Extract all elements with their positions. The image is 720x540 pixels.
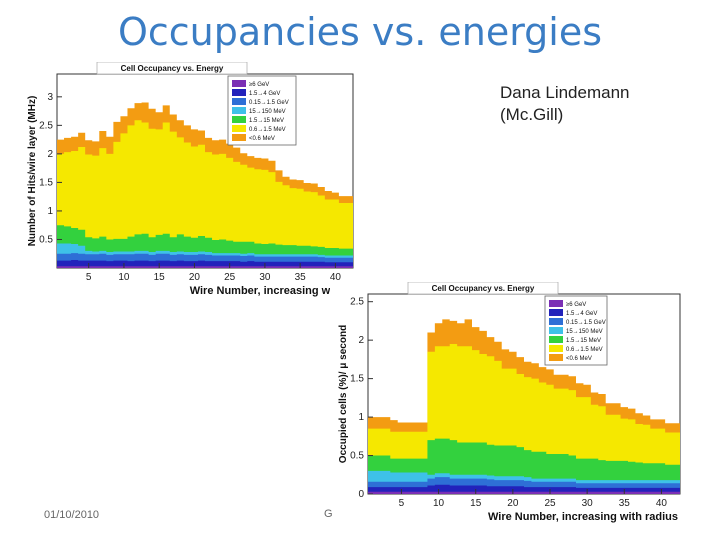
x-tick-label: 35 (295, 272, 307, 283)
y-tick-label: 2.5 (39, 120, 53, 131)
x-tick-label: 40 (330, 272, 342, 283)
legend-swatch (549, 309, 563, 316)
y-tick-label: 1.5 (350, 374, 364, 385)
series-area-1-5-4-gev (57, 260, 353, 268)
x-tick-label: 5 (399, 498, 405, 509)
legend-label: 1.5→4 GeV (249, 91, 280, 97)
legend-swatch (549, 345, 563, 352)
x-tick-label: 20 (507, 498, 519, 509)
legend-label: ≥6 GeV (566, 302, 586, 308)
occupancy-chart-percent: 5 10 15 20 25 30 35 40 0 0.5 1 1.5 2 2.5 Cell Occupanc… (330, 281, 690, 527)
occupancy-chart-percent-svg: 5 10 15 20 25 30 35 40 0 0.5 1 1.5 2 2.5 Cell Occupanc… (338, 281, 681, 523)
legend-label: 0.6→1.5 MeV (566, 347, 603, 353)
x-tick-label: 35 (619, 498, 631, 509)
x-tick-label: 30 (582, 498, 594, 509)
x-tick-label: 25 (224, 272, 236, 283)
series-area-0-6-1-5-mev (57, 120, 353, 268)
y-axis-label: Occupied cells (%)/ μ second (338, 325, 349, 463)
x-tick-label: 10 (118, 272, 130, 283)
legend-swatch (549, 354, 563, 361)
footer-text: G (324, 508, 333, 520)
legend-label: 1.5→15 MeV (249, 118, 284, 124)
x-axis-label: Wire Number, increasing with radius (488, 511, 678, 523)
y-axis-label: Number of Hits/wire layer (MHz) (27, 96, 38, 247)
x-tick-label: 15 (154, 272, 166, 283)
x-axis-label: Wire Number, increasing with r (190, 285, 352, 297)
series-area-6-gev (368, 491, 680, 494)
legend-swatch (232, 80, 246, 87)
legend-label: ≥6 GeV (249, 82, 269, 88)
chart-title-box (407, 281, 559, 295)
legend-label: 0.15→1.5 GeV (249, 100, 289, 106)
legend-swatch (549, 318, 563, 325)
y-tick-label: 0.5 (39, 234, 53, 245)
chart-title-box (96, 61, 248, 75)
chart-title: Cell Occupancy vs. Energy (432, 284, 535, 293)
legend-swatch (549, 327, 563, 334)
legend-swatch (232, 98, 246, 105)
legend-swatch (232, 107, 246, 114)
legend-swatch (232, 89, 246, 96)
slide-title: Occupancies vs. energies (117, 10, 603, 54)
x-tick-label: 30 (259, 272, 271, 283)
y-tick-label: 2 (358, 335, 364, 346)
legend-label: 1.5→4 GeV (566, 311, 597, 317)
legend-swatch (549, 336, 563, 343)
y-tick-label: 0.5 (350, 451, 364, 462)
legend-label: 1.5→15 MeV (566, 338, 601, 344)
x-tick-label: 20 (189, 272, 201, 283)
x-tick-label: 5 (86, 272, 92, 283)
occupancy-chart-mhz-svg: 5 10 15 20 25 30 35 40 0.5 1 1.5 2 2.5 3 Cell Occupanc… (27, 61, 354, 297)
legend-swatch (232, 125, 246, 132)
legend-label: 15→150 MeV (566, 329, 603, 335)
chart-title: Cell Occupancy vs. Energy (121, 64, 224, 73)
x-tick-label: 25 (544, 498, 556, 509)
x-tick-label: 10 (433, 498, 445, 509)
legend-swatch (232, 134, 246, 141)
y-tick-label: 2.5 (350, 297, 364, 308)
legend-label: 0.6→1.5 MeV (249, 127, 286, 133)
author-affiliation: (Mc.Gill) (500, 105, 564, 124)
legend-swatch (549, 300, 563, 307)
y-tick-label: 0 (358, 489, 364, 500)
occupancy-chart-mhz: 5 10 15 20 25 30 35 40 0.5 1 1.5 2 2.5 3 Cell Occupanc… (20, 61, 360, 302)
y-tick-label: 1 (47, 206, 53, 217)
y-tick-label: 3 (47, 92, 53, 103)
author-name: Dana Lindemann (500, 83, 630, 102)
y-tick-label: 2 (47, 149, 53, 160)
legend-label: 0.15→1.5 GeV (566, 320, 606, 326)
legend-swatch (232, 116, 246, 123)
legend-label: <0.6 MeV (566, 356, 592, 362)
legend-label: <0.6 MeV (249, 136, 275, 142)
footer-date: 01/10/2010 (44, 509, 100, 521)
author-credit: Dana Lindemann (Mc.Gill) (500, 82, 629, 126)
x-tick-label: 15 (470, 498, 482, 509)
y-tick-label: 1.5 (39, 177, 53, 188)
y-tick-label: 1 (358, 412, 364, 423)
series-area-6-gev (57, 266, 353, 268)
x-tick-label: 40 (656, 498, 668, 509)
legend-label: 15→150 MeV (249, 109, 286, 115)
